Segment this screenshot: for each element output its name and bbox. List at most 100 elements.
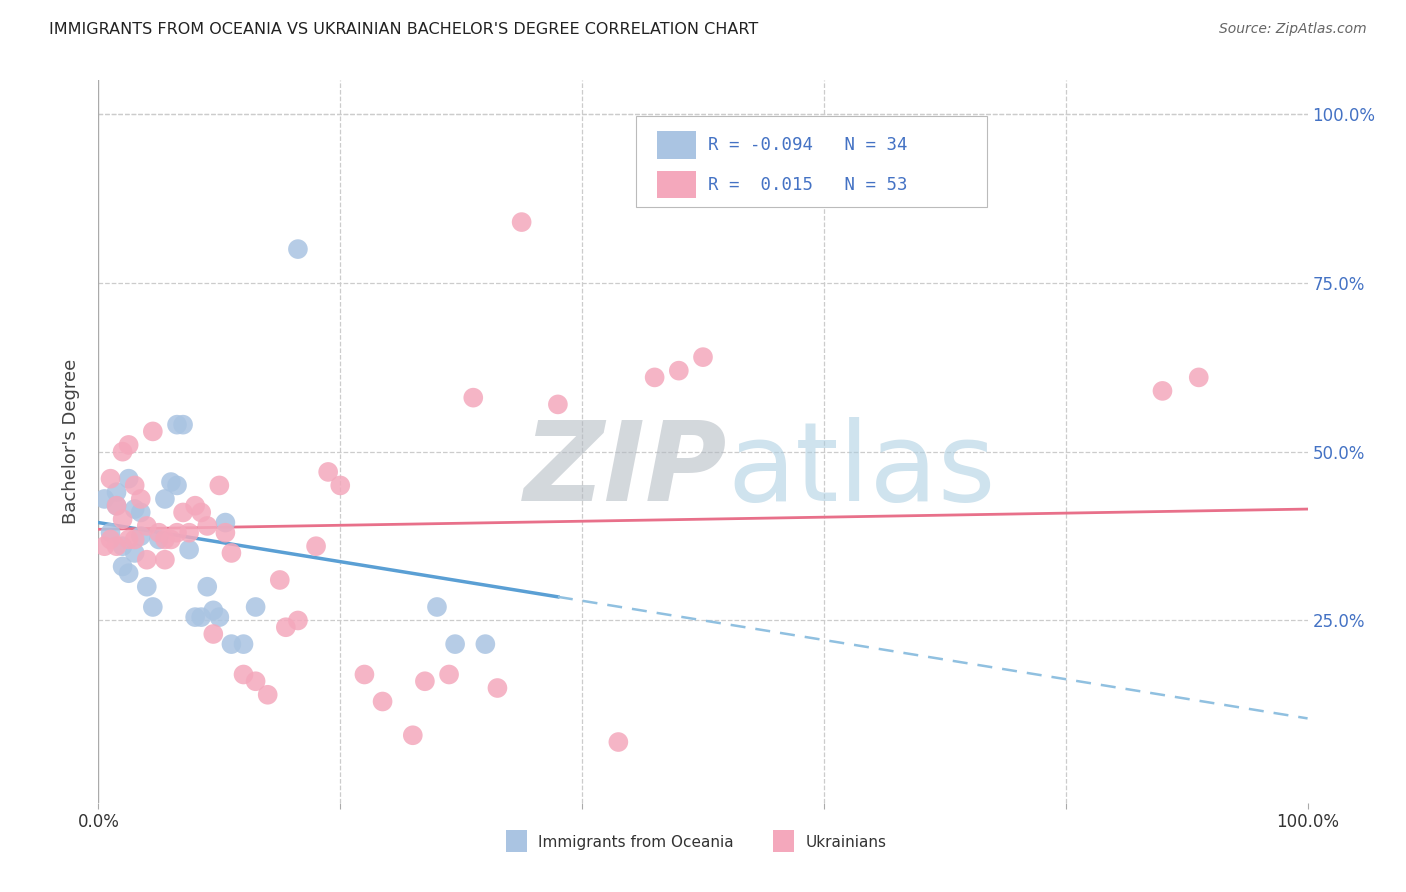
- Point: [148, 533, 170, 547]
- Text: ZIP: ZIP: [523, 417, 727, 524]
- FancyBboxPatch shape: [637, 117, 987, 207]
- Point: [118, 472, 141, 486]
- Point: [160, 475, 183, 489]
- Point: [124, 533, 146, 547]
- Text: R = -0.094   N = 34: R = -0.094 N = 34: [707, 136, 907, 154]
- Point: [118, 533, 141, 547]
- Point: [202, 627, 225, 641]
- Point: [474, 637, 496, 651]
- Point: [129, 529, 152, 543]
- Point: [124, 502, 146, 516]
- Text: Source: ZipAtlas.com: Source: ZipAtlas.com: [1219, 22, 1367, 37]
- Point: [232, 637, 254, 651]
- Point: [437, 667, 460, 681]
- Text: atlas: atlas: [727, 417, 995, 524]
- Point: [371, 694, 394, 708]
- Point: [118, 438, 141, 452]
- Point: [486, 681, 509, 695]
- Point: [269, 573, 291, 587]
- Point: [413, 674, 436, 689]
- Text: Ukrainians: Ukrainians: [806, 835, 887, 849]
- Point: [172, 505, 194, 519]
- Point: [142, 599, 165, 614]
- Point: [195, 580, 218, 594]
- Point: [353, 667, 375, 681]
- Point: [179, 542, 201, 557]
- Point: [232, 667, 254, 681]
- Point: [208, 478, 231, 492]
- Point: [1188, 370, 1211, 384]
- Point: [166, 525, 188, 540]
- Point: [111, 444, 134, 458]
- Point: [510, 215, 533, 229]
- Point: [444, 637, 467, 651]
- Point: [105, 499, 128, 513]
- Point: [166, 478, 188, 492]
- Point: [148, 525, 170, 540]
- Point: [202, 603, 225, 617]
- Point: [166, 417, 188, 432]
- Point: [214, 516, 236, 530]
- Point: [129, 491, 152, 506]
- Point: [245, 599, 267, 614]
- Point: [111, 512, 134, 526]
- Point: [100, 525, 122, 540]
- Point: [245, 674, 267, 689]
- Point: [100, 472, 122, 486]
- Point: [547, 397, 569, 411]
- Point: [402, 728, 425, 742]
- Point: [668, 364, 690, 378]
- Point: [316, 465, 339, 479]
- Point: [208, 610, 231, 624]
- Point: [124, 478, 146, 492]
- Point: [105, 499, 128, 513]
- Point: [426, 599, 449, 614]
- Point: [135, 519, 157, 533]
- Point: [118, 566, 141, 581]
- Point: [111, 559, 134, 574]
- Point: [692, 350, 714, 364]
- Point: [153, 552, 176, 566]
- Text: IMMIGRANTS FROM OCEANIA VS UKRAINIAN BACHELOR'S DEGREE CORRELATION CHART: IMMIGRANTS FROM OCEANIA VS UKRAINIAN BAC…: [49, 22, 758, 37]
- Bar: [657, 170, 696, 198]
- Point: [214, 525, 236, 540]
- Point: [135, 552, 157, 566]
- Point: [135, 580, 157, 594]
- Point: [463, 391, 485, 405]
- Point: [221, 637, 243, 651]
- Point: [1152, 384, 1174, 398]
- Point: [124, 546, 146, 560]
- Text: R =  0.015   N = 53: R = 0.015 N = 53: [707, 176, 907, 194]
- Point: [256, 688, 278, 702]
- Point: [93, 491, 115, 506]
- Bar: [506, 830, 527, 852]
- Point: [190, 505, 212, 519]
- Point: [221, 546, 243, 560]
- Point: [190, 610, 212, 624]
- Point: [184, 610, 207, 624]
- Point: [105, 485, 128, 500]
- Point: [607, 735, 630, 749]
- Point: [153, 491, 176, 506]
- Point: [160, 533, 183, 547]
- Point: [287, 614, 309, 628]
- Point: [184, 499, 207, 513]
- Point: [274, 620, 297, 634]
- Bar: [773, 830, 794, 852]
- Point: [287, 242, 309, 256]
- Point: [329, 478, 352, 492]
- Y-axis label: Bachelor's Degree: Bachelor's Degree: [62, 359, 80, 524]
- Point: [111, 539, 134, 553]
- Point: [153, 533, 176, 547]
- Bar: [657, 131, 696, 159]
- Point: [105, 539, 128, 553]
- Point: [195, 519, 218, 533]
- Point: [142, 425, 165, 439]
- Point: [179, 525, 201, 540]
- Point: [129, 505, 152, 519]
- Point: [305, 539, 328, 553]
- Point: [172, 417, 194, 432]
- Point: [93, 539, 115, 553]
- Text: Immigrants from Oceania: Immigrants from Oceania: [538, 835, 734, 849]
- Point: [100, 533, 122, 547]
